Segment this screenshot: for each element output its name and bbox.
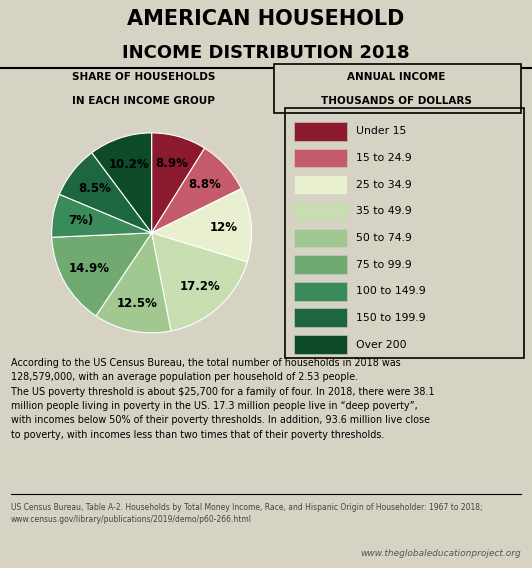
Bar [274,64,521,112]
Wedge shape [52,194,152,237]
Text: 8.8%: 8.8% [188,178,221,191]
Text: 25 to 34.9: 25 to 34.9 [356,179,412,190]
Text: AMERICAN HOUSEHOLD: AMERICAN HOUSEHOLD [127,9,405,29]
Text: 14.9%: 14.9% [69,262,110,275]
Bar [294,148,347,167]
Text: 150 to 199.9: 150 to 199.9 [356,313,426,323]
Bar [294,175,347,194]
Wedge shape [92,133,152,233]
Wedge shape [152,133,205,233]
Text: 12.5%: 12.5% [117,297,158,310]
Text: 15 to 24.9: 15 to 24.9 [356,153,412,163]
Text: 17.2%: 17.2% [179,280,220,293]
Bar [294,228,347,247]
Bar [294,282,347,300]
Bar [294,202,347,220]
Text: 35 to 49.9: 35 to 49.9 [356,206,412,216]
Wedge shape [96,233,171,333]
Wedge shape [152,233,247,331]
Text: 8.9%: 8.9% [155,157,188,170]
Text: INCOME DISTRIBUTION 2018: INCOME DISTRIBUTION 2018 [122,44,410,62]
Text: 75 to 99.9: 75 to 99.9 [356,260,412,270]
Bar [294,255,347,274]
Text: 8.5%: 8.5% [78,182,111,195]
Text: THOUSANDS OF DOLLARS: THOUSANDS OF DOLLARS [321,96,472,106]
Wedge shape [60,153,152,233]
Text: Over 200: Over 200 [356,340,407,349]
Text: SHARE OF HOUSEHOLDS: SHARE OF HOUSEHOLDS [72,72,215,82]
Text: Under 15: Under 15 [356,126,407,136]
Text: 50 to 74.9: 50 to 74.9 [356,233,412,243]
Text: US Census Bureau, Table A-2. Households by Total Money Income, Race, and Hispani: US Census Bureau, Table A-2. Households … [11,503,482,524]
Wedge shape [52,233,152,316]
Text: 12%: 12% [210,220,237,233]
Text: According to the US Census Bureau, the total number of households in 2018 was
12: According to the US Census Bureau, the t… [11,358,434,440]
Wedge shape [152,189,252,262]
Bar [294,122,347,141]
Text: IN EACH INCOME GROUP: IN EACH INCOME GROUP [72,96,215,106]
Bar [294,308,347,327]
Text: 10.2%: 10.2% [109,158,149,171]
Text: 100 to 149.9: 100 to 149.9 [356,286,426,296]
Bar [294,335,347,354]
Text: ANNUAL INCOME: ANNUAL INCOME [347,72,445,82]
Wedge shape [152,148,241,233]
Text: www.theglobaleducationproject.org: www.theglobaleducationproject.org [361,549,521,558]
Text: 7%): 7%) [68,214,94,227]
